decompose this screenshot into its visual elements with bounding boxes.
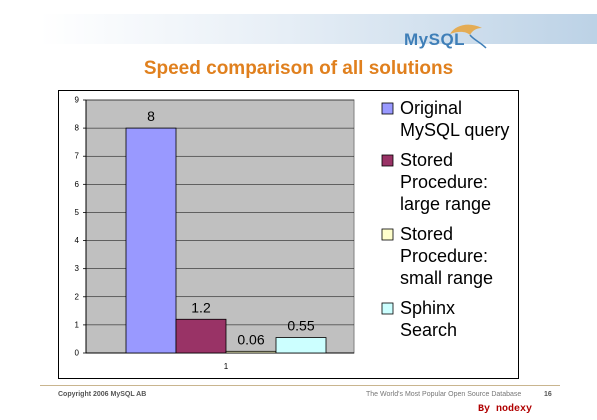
y-tick-label: 3: [75, 264, 80, 273]
data-label: 1.2: [191, 299, 211, 315]
bar-2: [175, 318, 227, 354]
legend-entry: MySQL query: [400, 120, 509, 140]
y-tick-label: 9: [75, 96, 80, 105]
legend-swatch: [381, 228, 394, 241]
bar-3: [225, 350, 277, 354]
bar-1: [125, 127, 177, 354]
legend-swatch: [381, 154, 394, 167]
slide-title: Speed comparison of all solutions: [143, 58, 454, 79]
page-number: 16: [544, 391, 552, 398]
y-tick-label: 1: [75, 320, 80, 329]
watermark-text: By nodexy: [478, 404, 533, 415]
legend-entry: Procedure:: [400, 172, 488, 192]
legend-swatch: [381, 302, 394, 315]
y-tick-label: 4: [75, 236, 80, 245]
y-tick-label: 8: [75, 124, 80, 133]
y-tick-label: 6: [75, 180, 80, 189]
footer-tagline: The World's Most Popular Open Source Dat…: [366, 391, 522, 398]
y-tick-label: 5: [75, 208, 80, 217]
legend-entry: Stored: [400, 224, 453, 244]
y-tick-label: 7: [75, 152, 80, 161]
logo-text: MySQL: [404, 30, 466, 49]
legend-entry: Original: [400, 98, 462, 118]
legend-entry: Sphinx: [400, 298, 455, 318]
y-tick-label: 2: [75, 292, 80, 301]
footer-copyright: Copyright 2006 MySQL AB: [58, 391, 147, 398]
bar-4: [275, 337, 327, 354]
legend-entry: Procedure:: [400, 246, 488, 266]
legend-entry: Stored: [400, 150, 453, 170]
x-tick-label: 1: [224, 362, 229, 371]
mysql-dolphin-logo: [450, 24, 487, 49]
data-label: 0.55: [287, 318, 314, 334]
footer-divider: [40, 385, 560, 386]
legend-entry: Search: [400, 320, 457, 340]
data-label: 8: [147, 108, 155, 124]
y-tick-label: 0: [75, 349, 80, 358]
header-band: [40, 14, 597, 44]
legend-entry: large range: [400, 194, 491, 214]
legend-entry: small range: [400, 268, 493, 288]
legend-swatch: [381, 102, 394, 115]
data-label: 0.06: [237, 331, 264, 347]
